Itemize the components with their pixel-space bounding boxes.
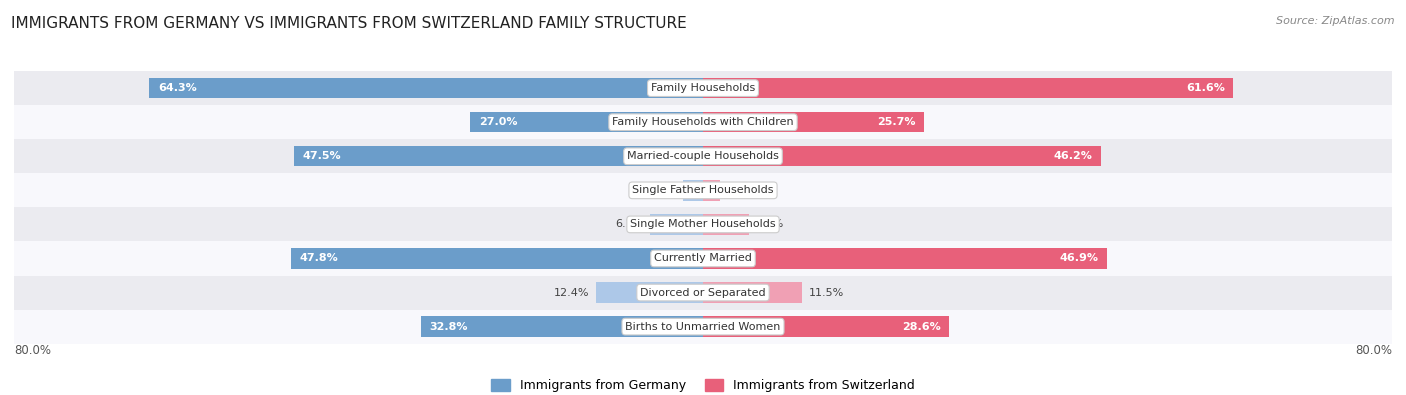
Text: 12.4%: 12.4% [554,288,589,297]
Text: IMMIGRANTS FROM GERMANY VS IMMIGRANTS FROM SWITZERLAND FAMILY STRUCTURE: IMMIGRANTS FROM GERMANY VS IMMIGRANTS FR… [11,16,688,31]
Text: 46.2%: 46.2% [1053,151,1092,161]
Bar [703,180,720,201]
Bar [703,214,748,235]
Text: 80.0%: 80.0% [14,344,51,357]
Text: Single Father Households: Single Father Households [633,185,773,196]
Bar [703,112,924,132]
Text: 64.3%: 64.3% [157,83,197,93]
Bar [14,139,1392,173]
Text: 80.0%: 80.0% [1355,344,1392,357]
Text: 2.3%: 2.3% [648,185,676,196]
Bar [471,112,703,132]
Text: Family Households: Family Households [651,83,755,93]
Bar [651,214,703,235]
Bar [14,276,1392,310]
Bar [14,105,1392,139]
Bar [14,310,1392,344]
Bar [703,248,1107,269]
Text: 11.5%: 11.5% [808,288,844,297]
Bar [596,282,703,303]
Bar [683,180,703,201]
Text: 5.3%: 5.3% [755,219,783,229]
Text: 2.0%: 2.0% [727,185,755,196]
Text: Divorced or Separated: Divorced or Separated [640,288,766,297]
Text: Currently Married: Currently Married [654,254,752,263]
Bar [703,316,949,337]
Bar [703,78,1233,98]
Text: 46.9%: 46.9% [1059,254,1098,263]
Bar [420,316,703,337]
Bar [14,241,1392,276]
Text: 47.5%: 47.5% [302,151,342,161]
Text: Single Mother Households: Single Mother Households [630,219,776,229]
Text: 6.1%: 6.1% [616,219,644,229]
Text: 28.6%: 28.6% [901,322,941,332]
Legend: Immigrants from Germany, Immigrants from Switzerland: Immigrants from Germany, Immigrants from… [486,374,920,395]
Text: 27.0%: 27.0% [479,117,517,127]
Bar [14,71,1392,105]
Text: Births to Unmarried Women: Births to Unmarried Women [626,322,780,332]
Bar [14,207,1392,241]
Text: Source: ZipAtlas.com: Source: ZipAtlas.com [1277,16,1395,26]
Text: 32.8%: 32.8% [429,322,468,332]
Text: Married-couple Households: Married-couple Households [627,151,779,161]
Bar [703,282,801,303]
Bar [291,248,703,269]
Bar [14,173,1392,207]
Bar [149,78,703,98]
Bar [294,146,703,167]
Text: Family Households with Children: Family Households with Children [612,117,794,127]
Bar [703,146,1101,167]
Text: 25.7%: 25.7% [877,117,915,127]
Text: 61.6%: 61.6% [1187,83,1225,93]
Text: 47.8%: 47.8% [299,254,339,263]
